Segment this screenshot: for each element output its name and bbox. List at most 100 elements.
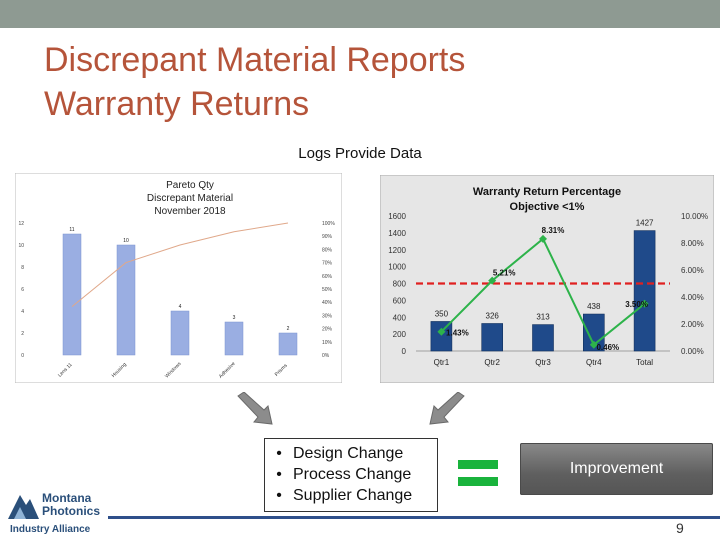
bullet-text: Supplier Change: [293, 487, 413, 504]
y2-tick-label: 100%: [322, 221, 335, 227]
bar: [430, 321, 453, 352]
percentage-label: 1.43%: [446, 329, 469, 338]
y2-tick-label: 6.00%: [681, 266, 704, 275]
bar: [62, 233, 82, 356]
bar-value-label: 438: [587, 302, 601, 311]
bar: [278, 332, 298, 356]
data-point: [589, 340, 598, 349]
y2-tick-label: 0.00%: [681, 347, 704, 356]
logo-alliance: Industry Alliance: [10, 524, 91, 535]
chart-subtitle: Objective <1%: [510, 201, 585, 213]
y2-tick-label: 10.00%: [681, 212, 708, 221]
bar: [170, 310, 190, 356]
y2-tick-label: 2.00%: [681, 320, 704, 329]
improvement-box: Improvement: [520, 443, 713, 495]
y2-tick-label: 80%: [322, 247, 333, 253]
mountain-logo-icon: [8, 495, 39, 519]
percentage-label: 3.50%: [625, 300, 648, 309]
bullet-text: Design Change: [293, 445, 404, 462]
y-tick-label: 1200: [388, 246, 406, 255]
bullet-item: • Supplier Change: [265, 485, 437, 506]
bar: [532, 324, 554, 352]
top-bar: [0, 0, 720, 28]
bullet-dot: •: [276, 445, 282, 462]
y-tick-label: 10: [18, 243, 24, 249]
bar-value-label: 350: [435, 309, 449, 318]
subtitle: Logs Provide Data: [298, 145, 422, 162]
y-tick-label: 600: [393, 296, 407, 305]
cumulative-line: [71, 222, 289, 307]
y-tick-label: 1400: [388, 229, 406, 238]
y-tick-label: 0: [402, 347, 407, 356]
x-tick-label: Qtr1: [434, 358, 450, 367]
y-tick-label: 0: [21, 353, 24, 359]
y2-tick-label: 8.00%: [681, 239, 704, 248]
x-tick-label: Qtr2: [484, 358, 500, 367]
montana-photonics-logo: Montana Photonics Industry Alliance: [6, 489, 106, 537]
x-tick-label: Qtr3: [535, 358, 551, 367]
chart-title: Discrepant Material: [147, 193, 233, 204]
percentage-label: 5.21%: [493, 269, 516, 278]
y-tick-label: 6: [21, 287, 24, 293]
y2-tick-label: 40%: [322, 300, 333, 306]
slide-title: Discrepant Material Reports Warranty Ret…: [44, 38, 465, 126]
percentage-label: 8.31%: [542, 226, 565, 235]
arrow-down-left-icon: [429, 392, 465, 425]
y-tick-label: 12: [18, 221, 24, 227]
footer-line: [108, 516, 720, 519]
y2-tick-label: 50%: [322, 287, 333, 293]
data-point: [640, 299, 649, 308]
chart-title: Warranty Return Percentage: [473, 186, 621, 198]
logo-line-2: Photonics: [42, 504, 101, 518]
y-tick-label: 400: [393, 313, 407, 322]
chart-title: November 2018: [154, 206, 226, 217]
bar-value-label: 10: [123, 238, 129, 244]
bullet-text: Process Change: [293, 466, 412, 483]
bar-value-label: 3: [233, 315, 236, 321]
title-line-2: Warranty Returns: [44, 85, 310, 123]
bar: [224, 321, 244, 356]
x-tick-label: Total: [636, 358, 653, 367]
logo-line-1: Montana: [42, 491, 92, 505]
data-point: [488, 276, 497, 285]
y2-tick-label: 90%: [322, 234, 333, 240]
y-tick-label: 800: [393, 280, 407, 289]
bar: [116, 244, 136, 356]
y-tick-label: 2: [21, 331, 24, 337]
y-tick-label: 4: [21, 309, 24, 315]
bullet-list: • Design Change • Process Change • Supplier…: [264, 438, 438, 512]
y-tick-label: 200: [393, 330, 407, 339]
y-tick-label: 8: [21, 265, 24, 271]
x-tick-label: Qtr4: [586, 358, 602, 367]
percentage-label: 0.46%: [596, 343, 619, 352]
y2-tick-label: 10%: [322, 340, 333, 346]
y2-tick-label: 0%: [322, 353, 330, 359]
bar-value-label: 11: [69, 227, 74, 233]
y2-tick-label: 20%: [322, 327, 333, 333]
bullet-item: • Process Change: [265, 464, 437, 485]
bar-value-label: 313: [536, 313, 550, 322]
chart-title: Pareto Qty: [166, 180, 214, 191]
page-number: 9: [676, 520, 684, 536]
bullet-dot: •: [276, 487, 282, 504]
bar-value-label: 4: [179, 304, 182, 310]
equals-icon: [458, 460, 498, 488]
arrow-down-right-icon: [237, 392, 273, 425]
y-tick-label: 1000: [388, 263, 406, 272]
warranty-chart: Warranty Return Percentage Objective <1% 0…: [380, 175, 714, 383]
y2-tick-label: 4.00%: [681, 293, 704, 302]
bar: [633, 230, 656, 352]
y2-tick-label: 30%: [322, 313, 333, 319]
bar: [481, 323, 503, 352]
bar-value-label: 2: [287, 326, 290, 332]
data-point: [437, 327, 446, 336]
y2-tick-label: 60%: [322, 274, 333, 280]
bar-value-label: 326: [486, 311, 500, 320]
y-tick-label: 1600: [388, 212, 406, 221]
bullet-dot: •: [276, 466, 282, 483]
bar-value-label: 1427: [636, 219, 654, 228]
logo-name: Montana Photonics: [42, 492, 100, 518]
data-point: [539, 234, 547, 243]
title-line-1: Discrepant Material Reports: [44, 41, 466, 79]
pareto-chart: Pareto Qty Discrepant Material November 20…: [15, 173, 342, 383]
